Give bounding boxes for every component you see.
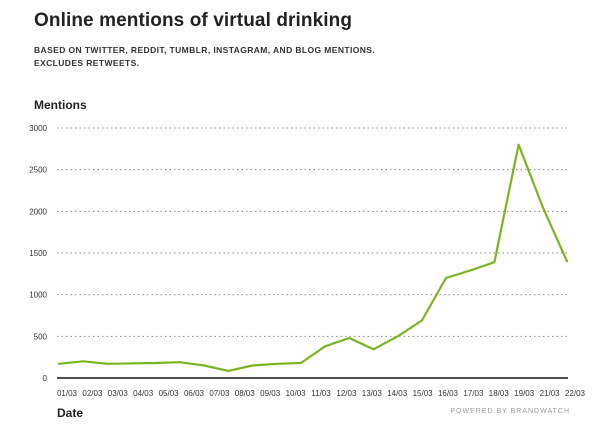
chart-title: Online mentions of virtual drinking — [34, 10, 353, 31]
x-tick-label: 22/03 — [565, 389, 586, 398]
x-tick-label: 12/03 — [336, 389, 357, 398]
subtitle-line: EXCLUDES RETWEETS. — [34, 58, 140, 68]
x-tick-label: 01/03 — [57, 389, 78, 398]
x-axis-label: Date — [57, 406, 84, 420]
y-tick-label: 500 — [34, 332, 48, 341]
y-tick-label: 2500 — [29, 166, 47, 175]
x-tick-label: 08/03 — [235, 389, 256, 398]
x-tick-label: 11/03 — [311, 389, 331, 398]
x-tick-label: 19/03 — [514, 389, 535, 398]
powered-by-credit: POWERED BY BRANDWATCH — [450, 408, 570, 415]
x-tick-label: 04/03 — [133, 389, 154, 398]
y-tick-label: 3000 — [29, 124, 47, 133]
x-tick-label: 13/03 — [362, 389, 383, 398]
x-tick-label: 06/03 — [184, 389, 205, 398]
y-axis-label: Mentions — [34, 98, 87, 112]
y-tick-label: 2000 — [29, 207, 47, 216]
x-tick-label: 02/03 — [82, 389, 103, 398]
x-tick-label: 18/03 — [489, 389, 510, 398]
x-tick-label: 05/03 — [159, 389, 180, 398]
x-tick-label: 07/03 — [209, 389, 230, 398]
chart-subtitle: BASED ON TWITTER, REDDIT, TUMBLR, INSTAG… — [34, 44, 375, 70]
x-tick-label: 16/03 — [438, 389, 459, 398]
series-line — [57, 143, 569, 372]
y-tick-label: 1000 — [29, 291, 47, 300]
x-tick-label: 15/03 — [413, 389, 434, 398]
x-tick-label: 09/03 — [260, 389, 281, 398]
y-tick-label: 1500 — [29, 249, 47, 258]
x-tick-label: 21/03 — [540, 389, 561, 398]
x-tick-label: 03/03 — [108, 389, 129, 398]
subtitle-line: BASED ON TWITTER, REDDIT, TUMBLR, INSTAG… — [34, 45, 376, 55]
x-tick-label: 17/03 — [463, 389, 484, 398]
x-tick-label: 10/03 — [286, 389, 307, 398]
x-tick-label: 14/03 — [387, 389, 408, 398]
y-tick-label: 0 — [43, 374, 48, 383]
